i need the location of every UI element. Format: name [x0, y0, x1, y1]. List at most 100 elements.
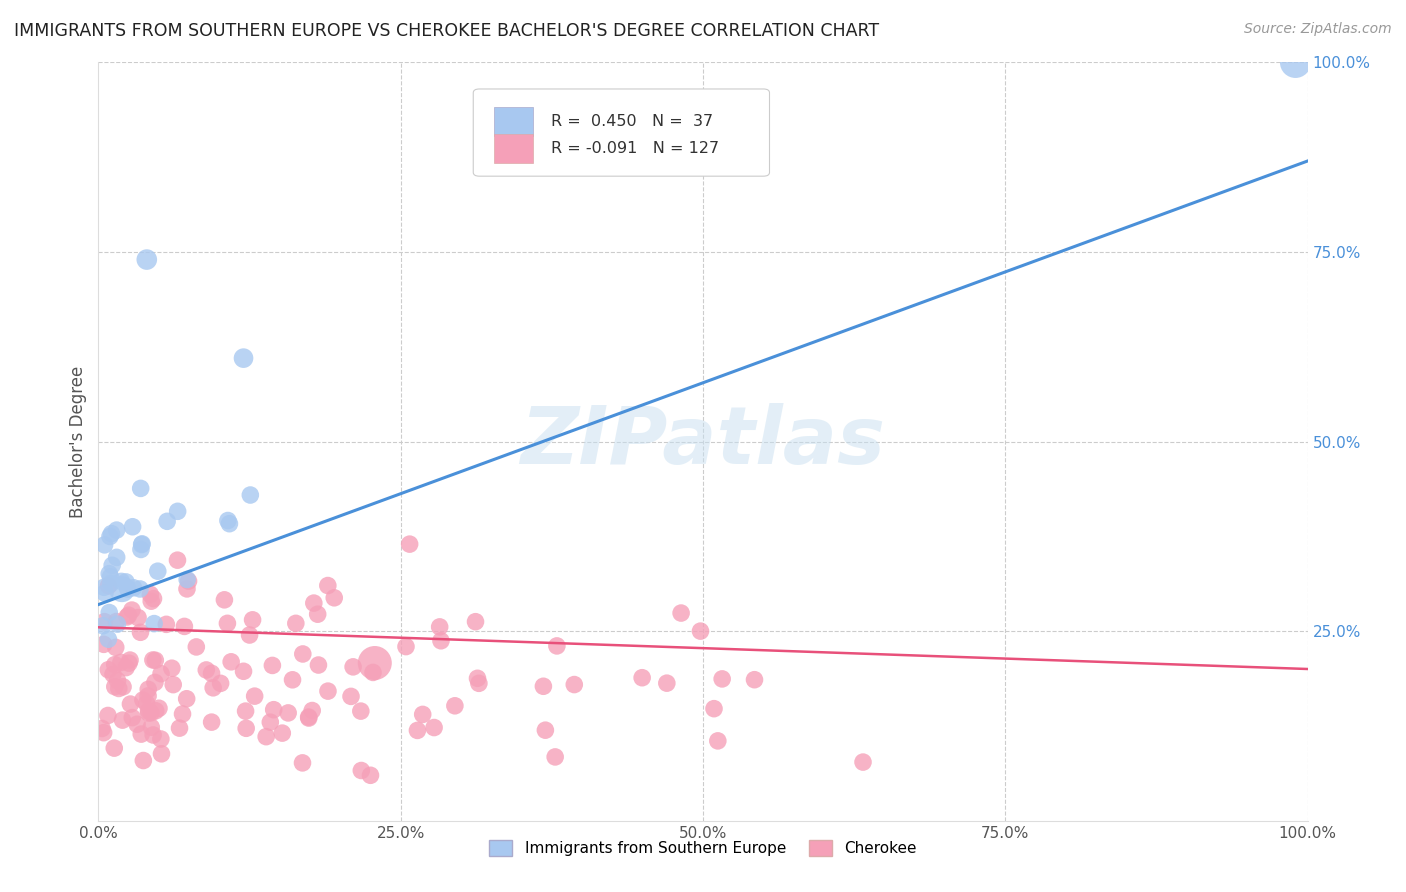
Point	[98, 566, 121, 581]
Point	[398, 537, 420, 551]
Point	[129, 727, 152, 741]
Point	[160, 661, 183, 675]
Point	[254, 730, 277, 744]
Point	[107, 673, 129, 688]
Point	[111, 582, 134, 596]
Point	[169, 721, 191, 735]
Point	[342, 660, 364, 674]
Point	[235, 721, 257, 735]
Point	[423, 721, 446, 735]
Y-axis label: Bachelor's Degree: Bachelor's Degree	[69, 366, 87, 517]
Point	[534, 723, 557, 738]
Point	[232, 351, 254, 366]
Point	[209, 676, 232, 690]
Point	[156, 514, 179, 528]
Point	[195, 663, 218, 677]
Point	[689, 624, 711, 639]
Point	[406, 723, 429, 738]
Point	[93, 637, 115, 651]
Point	[105, 523, 128, 537]
Point	[121, 711, 143, 725]
Point	[91, 619, 114, 633]
Point	[138, 706, 160, 720]
Point	[217, 616, 239, 631]
Point	[143, 616, 166, 631]
Point	[111, 713, 134, 727]
Point	[301, 704, 323, 718]
Point	[118, 653, 141, 667]
FancyBboxPatch shape	[494, 135, 533, 163]
Point	[214, 592, 236, 607]
Point	[235, 704, 257, 718]
Point	[98, 529, 121, 543]
Point	[166, 553, 188, 567]
Point	[281, 673, 304, 687]
Point	[135, 697, 157, 711]
Point	[669, 606, 692, 620]
Point	[243, 689, 266, 703]
Point	[242, 613, 264, 627]
Text: IMMIGRANTS FROM SOUTHERN EUROPE VS CHEROKEE BACHELOR'S DEGREE CORRELATION CHART: IMMIGRANTS FROM SOUTHERN EUROPE VS CHERO…	[14, 22, 879, 40]
Point	[444, 698, 467, 713]
Point	[132, 754, 155, 768]
Point	[101, 667, 124, 681]
Point	[703, 701, 725, 715]
Point	[100, 576, 122, 591]
Point	[176, 573, 198, 587]
Point	[1284, 55, 1306, 70]
Point	[110, 574, 132, 589]
Point	[172, 706, 194, 721]
Text: Source: ZipAtlas.com: Source: ZipAtlas.com	[1244, 22, 1392, 37]
Point	[141, 594, 163, 608]
Point	[166, 504, 188, 518]
Point	[316, 578, 339, 592]
Point	[239, 488, 262, 502]
Point	[176, 582, 198, 596]
Point	[129, 482, 152, 496]
Point	[115, 610, 138, 624]
Point	[302, 596, 325, 610]
Point	[707, 734, 730, 748]
Point	[115, 660, 138, 674]
Point	[118, 656, 141, 670]
Point	[131, 537, 153, 551]
Point	[105, 550, 128, 565]
Point	[430, 633, 453, 648]
Point	[361, 665, 384, 680]
Point	[200, 666, 222, 681]
Point	[316, 684, 339, 698]
FancyBboxPatch shape	[494, 107, 533, 136]
Point	[141, 720, 163, 734]
Point	[186, 640, 208, 654]
Point	[101, 558, 124, 573]
Point	[127, 717, 149, 731]
Point	[340, 690, 363, 704]
Point	[149, 731, 172, 746]
Point	[155, 617, 177, 632]
Point	[464, 615, 486, 629]
Point	[395, 640, 418, 654]
Point	[468, 676, 491, 690]
Point	[145, 704, 167, 718]
Point	[127, 610, 149, 624]
Point	[364, 656, 387, 670]
Point	[97, 579, 120, 593]
Point	[142, 728, 165, 742]
Point	[262, 658, 284, 673]
Point	[139, 706, 162, 720]
FancyBboxPatch shape	[474, 89, 769, 177]
Point	[129, 625, 152, 640]
Point	[98, 606, 121, 620]
Point	[546, 639, 568, 653]
Point	[129, 542, 152, 557]
Point	[142, 591, 165, 606]
Point	[107, 681, 129, 696]
Point	[218, 516, 240, 531]
Point	[350, 704, 373, 718]
Point	[91, 722, 114, 736]
Point	[631, 671, 654, 685]
Point	[271, 726, 294, 740]
Point	[429, 620, 451, 634]
Point	[298, 711, 321, 725]
Point	[97, 708, 120, 723]
